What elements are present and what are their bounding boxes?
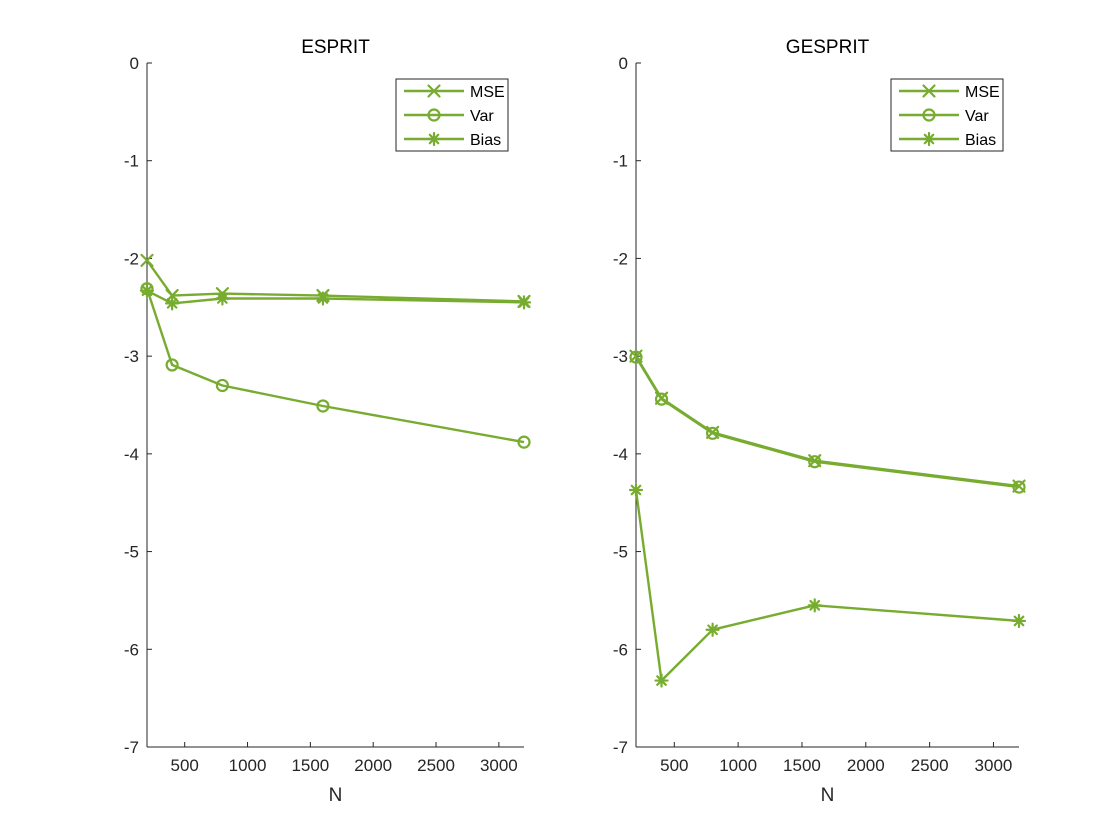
y-tick-label: -7	[613, 738, 628, 757]
data-point-var	[629, 350, 643, 364]
data-point-var	[808, 455, 822, 469]
data-point-var	[1012, 480, 1026, 494]
legend-item-var: Var	[899, 108, 989, 125]
series-line-mse	[146, 259, 525, 303]
y-tick-label: -4	[124, 445, 139, 464]
data-point-var	[654, 392, 669, 406]
y-tick-label: -2	[613, 249, 628, 268]
panel-gesprit: 0 -1 -2 -3 -4 -5 -6 -7 500 1000 1500 2000 2500 3000 GE…	[613, 37, 1027, 806]
data-point-var	[215, 378, 229, 393]
legend-item-mse: MSE	[404, 84, 505, 101]
data-point-var	[316, 399, 330, 413]
x-axis-label: N	[821, 785, 835, 806]
legend: MSE Var Bias	[395, 78, 509, 152]
y-tick-label: -2	[124, 249, 139, 268]
series-mse	[629, 349, 1026, 493]
data-point-var	[517, 435, 531, 449]
data-point-bias	[215, 291, 230, 306]
data-point-var	[705, 426, 720, 440]
legend-marker-mse	[922, 84, 936, 98]
data-point-bias	[1011, 613, 1027, 629]
data-point-var	[165, 358, 179, 372]
series-var	[629, 350, 1026, 494]
y-tick-label: -4	[613, 445, 628, 464]
x-tick-label: 1000	[229, 756, 267, 775]
legend: MSE Var Bias	[890, 78, 1004, 152]
legend-item-bias: Bias	[404, 131, 501, 149]
y-tick-label: -7	[124, 738, 139, 757]
y-tick-label: -1	[613, 152, 628, 171]
panel-esprit: 0 -1 -2 -3 -4 -5 -6 -7 500 1000 1500 2000 2500 3000 ES…	[124, 37, 532, 806]
data-point-bias	[705, 622, 720, 637]
x-axis-label: N	[329, 785, 343, 806]
series-bias	[628, 482, 1027, 688]
x-tick-label: 500	[171, 756, 199, 775]
series-bias	[139, 283, 532, 311]
data-point-bias	[165, 296, 180, 311]
series-line-var	[145, 288, 525, 444]
x-tick-label: 2000	[847, 756, 885, 775]
legend-marker-var	[922, 108, 936, 122]
legend-item-bias: Bias	[899, 131, 996, 149]
legend-label: Var	[965, 108, 989, 125]
legend-label: MSE	[965, 84, 1000, 101]
legend-item-var: Var	[404, 108, 494, 125]
data-point-bias	[315, 291, 331, 306]
legend-marker-var	[427, 108, 441, 122]
x-tick-label: 2000	[354, 756, 392, 775]
data-point-mse	[140, 253, 154, 267]
legend-item-mse: MSE	[899, 84, 1000, 101]
data-point-bias	[807, 598, 822, 613]
data-point-bias	[516, 295, 532, 310]
chart-title: ESPRIT	[301, 37, 370, 58]
x-tick-label: 2500	[417, 756, 455, 775]
legend-label: Bias	[470, 132, 501, 149]
x-tick-label: 3000	[480, 756, 518, 775]
data-point-bias	[628, 482, 644, 498]
y-tick-label: -5	[124, 543, 139, 562]
legend-label: Var	[470, 108, 494, 125]
x-tick-label: 1000	[719, 756, 757, 775]
y-tick-label: -6	[124, 640, 139, 659]
y-tick-label: -1	[124, 152, 139, 171]
data-point-bias	[139, 283, 155, 298]
series-line-var	[634, 356, 1020, 489]
y-tick-label: 0	[130, 54, 139, 73]
legend-marker-bias	[426, 131, 442, 147]
y-tick-label: 0	[619, 54, 628, 73]
x-tick-label: 500	[660, 756, 688, 775]
y-tick-label: -3	[124, 347, 139, 366]
series-var	[140, 282, 531, 449]
chart-title: GESPRIT	[786, 37, 870, 58]
legend-label: MSE	[470, 84, 505, 101]
data-point-bias	[654, 673, 669, 688]
x-tick-label: 3000	[975, 756, 1013, 775]
x-tick-label: 1500	[291, 756, 329, 775]
legend-label: Bias	[965, 132, 996, 149]
y-tick-label: -6	[613, 640, 628, 659]
legend-marker-mse	[427, 84, 441, 98]
y-tick-label: -5	[613, 543, 628, 562]
x-tick-label: 1500	[783, 756, 821, 775]
series-line-bias	[634, 489, 1020, 682]
x-tick-label: 2500	[911, 756, 949, 775]
y-tick-label: -3	[613, 347, 628, 366]
legend-marker-bias	[921, 131, 937, 147]
